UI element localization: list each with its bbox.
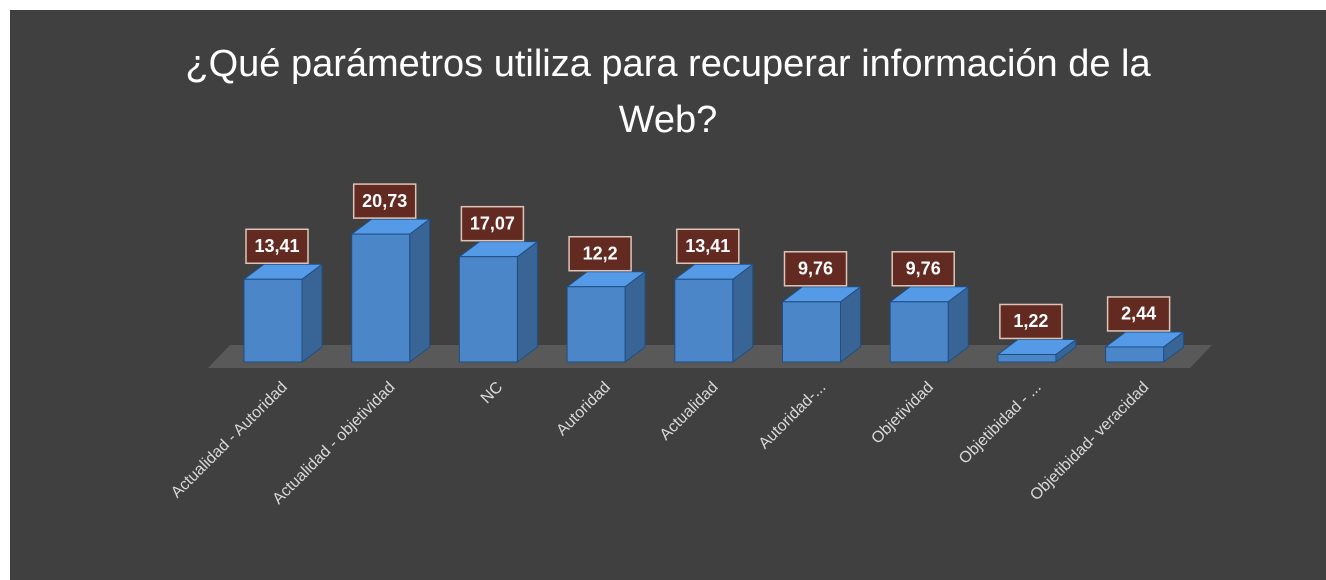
data-label-box [891,251,955,287]
bar-side [624,270,646,363]
bar-side [409,218,431,363]
data-label-box [783,251,848,287]
x-tick-label: NC [478,379,506,407]
data-label-box [568,235,632,272]
chart-title: ¿Qué parámetros utiliza para recuperar i… [185,43,1151,141]
bar [997,353,1057,363]
data-label: 2,44 [1121,304,1156,324]
data-label: 13,41 [254,236,299,256]
bar [566,286,626,363]
bar-side [732,263,754,363]
bar [351,233,411,363]
x-tick-label: Actualidad - objetividad [270,379,399,508]
data-label-box [245,228,309,265]
data-label: 1,22 [1013,311,1048,331]
bar-side [516,240,538,363]
data-label: 17,07 [470,213,515,233]
data-label-box [352,183,417,219]
chart-background [10,10,1326,580]
data-label: 9,76 [798,259,833,279]
data-label-box [999,303,1063,340]
x-tick-label: Autoridad [553,379,613,439]
bar [889,301,949,363]
data-label: 12,2 [583,243,618,263]
bar [243,278,303,363]
x-tick-label: Objetibidad - ... [956,379,1045,468]
bar [782,301,841,363]
x-tick-label: Objetibidad- veracidad [1027,379,1152,504]
data-label-box [1106,296,1171,332]
data-label: 9,76 [906,259,941,279]
bar [458,256,518,363]
bar [674,278,734,363]
bar-side [301,263,323,363]
data-label: 20,73 [362,191,407,211]
x-tick-label: Autoridad-... [756,379,830,453]
data-label-box [676,228,740,265]
data-label: 13,41 [685,236,730,256]
x-tick-label: Actualidad - Autoridad [168,379,291,502]
data-label-box [460,205,525,242]
x-tick-label: Objetividad [868,379,937,448]
x-tick-label: Actualidad [657,379,722,444]
bar [1105,346,1165,363]
